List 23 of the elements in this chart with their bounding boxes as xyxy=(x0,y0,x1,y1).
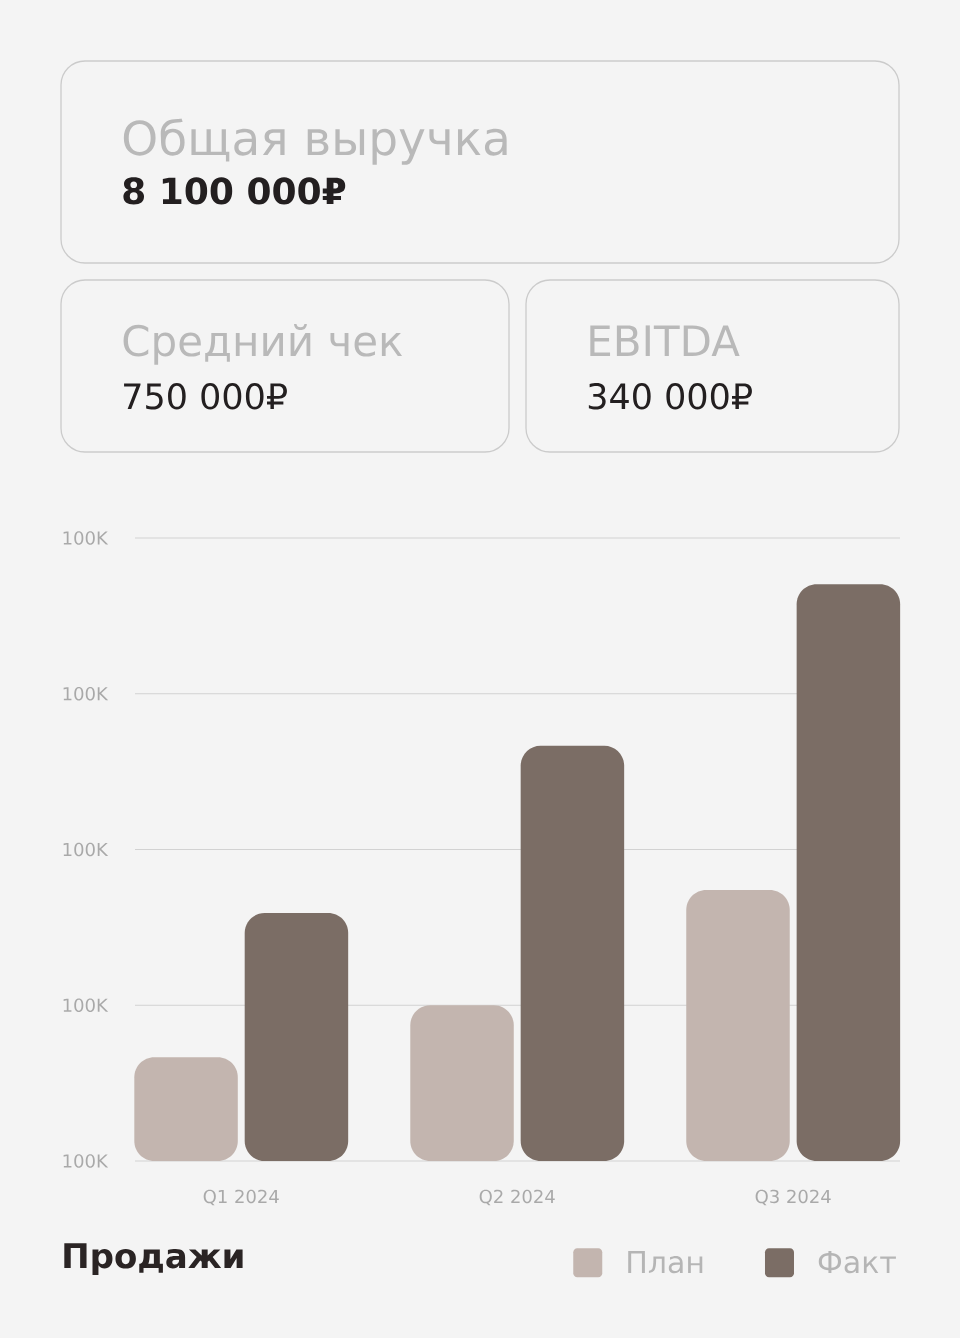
text: 100K xyxy=(63,686,109,701)
text: EBITDA xyxy=(590,325,740,357)
legend-label: Факт xyxy=(818,1251,896,1274)
text: 100K xyxy=(63,998,109,1013)
bar xyxy=(410,1005,514,1162)
bar xyxy=(796,584,901,1162)
text: Средний чек xyxy=(123,324,403,365)
text: 340 000₽ xyxy=(588,383,752,410)
x-tick-label: Q3 2024 xyxy=(755,1189,831,1206)
text: 100K xyxy=(63,531,109,545)
bar xyxy=(686,889,790,1162)
text: Общая выручка xyxy=(123,118,507,165)
text: 750 000₽ xyxy=(124,383,287,410)
bar xyxy=(134,1057,238,1162)
text: Продажи xyxy=(64,1243,243,1276)
text: 100K xyxy=(63,1154,109,1168)
legend-label: План xyxy=(628,1251,703,1274)
bar xyxy=(520,745,625,1162)
bar xyxy=(244,912,349,1162)
text: 100K xyxy=(63,842,109,857)
text: 8 100 000₽ xyxy=(123,177,346,205)
x-tick-label: Q2 2024 xyxy=(479,1189,555,1206)
x-tick-label: Q1 2024 xyxy=(203,1189,279,1206)
